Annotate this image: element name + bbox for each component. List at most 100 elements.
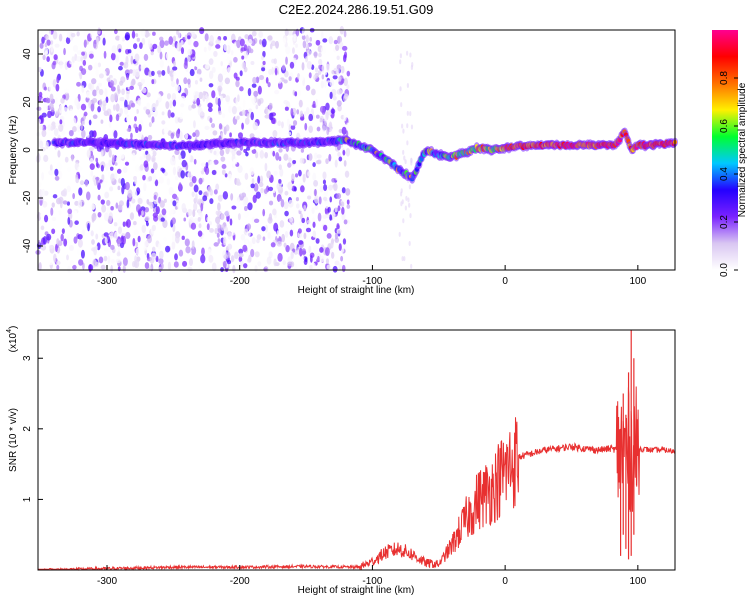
heatmap-cell — [180, 95, 186, 101]
heatmap-cell — [189, 216, 194, 225]
heatmap-cell — [341, 264, 346, 273]
heatmap-cell — [67, 166, 72, 172]
heatmap-cell — [402, 218, 405, 224]
heatmap-cell — [202, 94, 206, 102]
heatmap-cell — [326, 232, 332, 239]
heatmap-cell — [216, 232, 220, 238]
heatmap-cell — [72, 192, 76, 200]
heatmap-cell — [129, 85, 134, 90]
heatmap-cell — [268, 68, 273, 76]
heatmap-cell — [117, 185, 121, 191]
heatmap-cell — [215, 39, 221, 45]
heatmap-cell — [251, 206, 257, 213]
heatmap-cell — [43, 154, 49, 163]
heatmap-cell — [288, 76, 292, 82]
heatmap-cell — [138, 124, 142, 132]
heatmap-cell — [53, 253, 57, 263]
heatmap-cell — [406, 123, 409, 129]
heatmap-cell — [338, 243, 342, 251]
heatmap-cell — [54, 168, 59, 177]
heatmap-cell — [58, 123, 64, 132]
heatmap-cell — [320, 201, 324, 208]
heatmap-cell — [345, 188, 351, 196]
heatmap-cell — [200, 162, 206, 168]
heatmap-cell — [143, 232, 147, 239]
heatmap-cell — [144, 262, 150, 269]
heatmap-cell — [247, 38, 253, 45]
heatmap-cell — [95, 69, 99, 77]
heatmap-cell — [174, 149, 180, 156]
heatmap-cell — [65, 36, 71, 45]
heatmap-cell — [55, 110, 59, 117]
heatmap-cell — [57, 150, 61, 158]
heatmap-cell — [181, 235, 185, 240]
heatmap-cell — [202, 235, 206, 242]
heatmap-cell — [213, 150, 217, 155]
heatmap-cell — [70, 32, 76, 38]
heatmap-cell — [143, 106, 148, 111]
heatmap-cell — [269, 43, 273, 50]
heatmap-cell — [88, 130, 95, 138]
heatmap-cell — [325, 258, 330, 265]
heatmap-cell — [322, 122, 328, 130]
heatmap-cell — [103, 50, 107, 59]
heatmap-cell — [325, 102, 330, 111]
heatmap-cell — [40, 213, 43, 219]
heatmap-cell — [158, 258, 164, 265]
heatmap-cell — [259, 39, 262, 45]
heatmap-cell — [305, 43, 309, 50]
heatmap-cell — [127, 189, 133, 198]
heatmap-cell — [82, 59, 87, 66]
heatmap-cell — [410, 124, 414, 130]
heatmap-cell — [122, 221, 126, 227]
heatmap-cell — [211, 169, 217, 176]
heatmap-cell — [402, 128, 405, 134]
colorbar-ticks: 0.0 0.2 0.4 0.6 0.8 — [719, 71, 738, 277]
heatmap-cell — [344, 170, 350, 178]
heatmap-cell — [115, 165, 119, 171]
heatmap-cell — [91, 78, 97, 85]
heatmap-cell — [101, 180, 107, 188]
heatmap-cell — [174, 175, 179, 181]
heatmap-cell — [299, 157, 305, 164]
heatmap-cell — [53, 127, 59, 137]
heatmap-cell — [100, 264, 106, 270]
heatmap-cell — [253, 182, 259, 192]
heatmap-cell — [256, 238, 260, 244]
heatmap-cell — [236, 199, 240, 209]
heatmap-cell — [228, 105, 232, 114]
heatmap-cell — [76, 81, 81, 87]
heatmap-cell — [268, 200, 274, 206]
heatmap-cell — [155, 206, 160, 215]
heatmap-cell — [42, 200, 48, 208]
heatmap-cell — [410, 158, 413, 164]
heatmap-cell — [140, 78, 146, 85]
heatmap-cell — [300, 213, 303, 220]
heatmap-cell — [336, 193, 342, 200]
heatmap-cell — [334, 172, 341, 181]
heatmap-cell — [248, 241, 253, 248]
heatmap-cell — [237, 213, 241, 221]
heatmap-cell — [80, 68, 87, 75]
heatmap-cell — [106, 205, 112, 214]
heatmap-cell — [145, 108, 151, 115]
heatmap-cell — [88, 119, 92, 126]
heatmap-cell — [208, 221, 213, 226]
snr-scale-factor: (x104) — [6, 326, 19, 353]
heatmap-cell — [204, 33, 209, 42]
heatmap-cell — [171, 193, 178, 200]
heatmap-cell — [268, 213, 273, 221]
heatmap-cell — [157, 45, 162, 54]
heatmap-cell — [131, 152, 136, 162]
heatmap-cell — [147, 201, 154, 206]
heatmap-cell — [80, 249, 85, 259]
heatmap-cell — [236, 115, 240, 120]
heatmap-cell — [43, 86, 47, 91]
heatmap-cell — [191, 175, 197, 184]
heatmap-cell — [250, 61, 255, 66]
heatmap-cell — [195, 193, 198, 203]
heatmap-cell — [44, 42, 48, 48]
heatmap-cell — [346, 84, 350, 90]
heatmap-cell — [124, 99, 128, 109]
heatmap-cell — [277, 78, 282, 84]
